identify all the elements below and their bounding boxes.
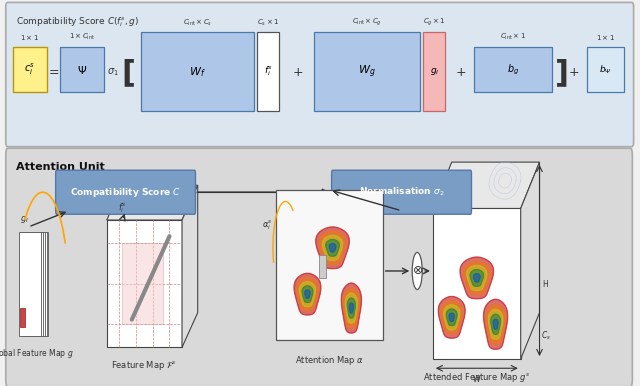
Polygon shape	[107, 220, 182, 347]
FancyBboxPatch shape	[141, 32, 254, 111]
Polygon shape	[323, 235, 342, 260]
Text: $W_g$: $W_g$	[358, 64, 376, 80]
Polygon shape	[348, 298, 355, 318]
Polygon shape	[319, 231, 346, 264]
Polygon shape	[433, 162, 540, 208]
Bar	[276, 190, 383, 340]
FancyBboxPatch shape	[314, 32, 420, 111]
Polygon shape	[329, 244, 336, 252]
FancyBboxPatch shape	[424, 32, 445, 111]
FancyBboxPatch shape	[257, 32, 279, 111]
Text: $\otimes$: $\otimes$	[412, 264, 423, 278]
Text: Attention Map $\alpha$: Attention Map $\alpha$	[295, 354, 364, 367]
Text: $b_\Psi$: $b_\Psi$	[599, 63, 612, 76]
Text: Attention Unit: Attention Unit	[16, 162, 104, 172]
Polygon shape	[467, 266, 487, 290]
Polygon shape	[21, 232, 43, 336]
Text: $1\times 1$: $1\times 1$	[596, 34, 615, 42]
Text: $C_\mathrm{int}\times 1$: $C_\mathrm{int}\times 1$	[500, 32, 526, 42]
FancyBboxPatch shape	[332, 170, 472, 214]
Polygon shape	[300, 282, 316, 306]
Text: $\sigma_1$: $\sigma_1$	[107, 66, 119, 78]
Polygon shape	[107, 185, 198, 220]
Polygon shape	[449, 313, 454, 322]
Text: W: W	[473, 375, 481, 384]
Polygon shape	[486, 304, 505, 344]
FancyBboxPatch shape	[13, 47, 47, 92]
Polygon shape	[19, 232, 41, 336]
Text: H: H	[543, 280, 548, 290]
Text: $C_s$: $C_s$	[541, 330, 552, 342]
Bar	[319, 255, 326, 278]
Text: $g_I$: $g_I$	[429, 66, 439, 77]
Text: $b_g$: $b_g$	[507, 63, 519, 77]
Polygon shape	[302, 286, 313, 303]
Polygon shape	[297, 278, 318, 311]
Polygon shape	[446, 309, 457, 326]
FancyBboxPatch shape	[474, 47, 552, 92]
Text: $C_\mathrm{int}\times C_s$: $C_\mathrm{int}\times C_s$	[183, 18, 212, 28]
Polygon shape	[24, 232, 47, 336]
Text: $1\times 1$: $1\times 1$	[20, 34, 39, 42]
Text: $C_g\times 1$: $C_g\times 1$	[423, 17, 445, 28]
Polygon shape	[491, 314, 500, 334]
Polygon shape	[474, 274, 480, 282]
Polygon shape	[493, 319, 498, 329]
Text: Compatibility Score $C$: Compatibility Score $C$	[70, 186, 181, 199]
Polygon shape	[438, 296, 465, 338]
Polygon shape	[316, 227, 349, 269]
Text: [: [	[122, 58, 136, 87]
Text: $W_f$: $W_f$	[189, 65, 206, 79]
Polygon shape	[26, 232, 49, 336]
Polygon shape	[349, 303, 353, 313]
Polygon shape	[22, 232, 45, 336]
FancyBboxPatch shape	[586, 47, 624, 92]
Text: $\Psi$: $\Psi$	[77, 64, 87, 76]
Text: Feature Map $\mathcal{F}^s$: Feature Map $\mathcal{F}^s$	[111, 359, 177, 372]
FancyBboxPatch shape	[6, 148, 632, 386]
Polygon shape	[521, 162, 540, 359]
Polygon shape	[182, 185, 198, 347]
Text: $f_i^s$: $f_i^s$	[118, 202, 127, 215]
Polygon shape	[488, 309, 503, 339]
Polygon shape	[463, 261, 490, 295]
Text: $g_I$: $g_I$	[19, 214, 28, 225]
Text: +: +	[569, 66, 579, 79]
Polygon shape	[346, 293, 357, 323]
Polygon shape	[433, 208, 521, 359]
Polygon shape	[460, 257, 493, 299]
FancyBboxPatch shape	[56, 170, 195, 214]
Text: Global Feature Map $g$: Global Feature Map $g$	[0, 347, 74, 361]
Text: $c_i^s$: $c_i^s$	[24, 62, 36, 77]
FancyBboxPatch shape	[60, 47, 104, 92]
Text: $f_i^s$: $f_i^s$	[264, 65, 273, 78]
Polygon shape	[305, 290, 310, 298]
Text: =: =	[48, 66, 59, 79]
Text: Normalisation $\sigma_2$: Normalisation $\sigma_2$	[359, 186, 444, 198]
Polygon shape	[441, 301, 463, 334]
Text: $1\times C_\mathrm{int}$: $1\times C_\mathrm{int}$	[68, 32, 95, 42]
Text: $C_\mathrm{int}\times C_g$: $C_\mathrm{int}\times C_g$	[352, 17, 382, 28]
Polygon shape	[484, 299, 508, 349]
Polygon shape	[294, 273, 321, 315]
Polygon shape	[326, 239, 339, 256]
Text: +: +	[292, 66, 303, 79]
Polygon shape	[470, 269, 483, 286]
Bar	[20, 308, 25, 327]
Polygon shape	[122, 243, 163, 324]
Text: Attended Feature Map $g^s$: Attended Feature Map $g^s$	[423, 371, 531, 384]
Text: ]: ]	[554, 58, 568, 87]
Text: $\alpha_i^s$: $\alpha_i^s$	[262, 218, 273, 232]
FancyBboxPatch shape	[6, 2, 634, 147]
Polygon shape	[343, 288, 360, 328]
Polygon shape	[444, 305, 460, 330]
Polygon shape	[341, 283, 362, 333]
Circle shape	[412, 252, 422, 290]
Text: +: +	[456, 66, 467, 79]
Text: $C_s\times 1$: $C_s\times 1$	[257, 18, 279, 28]
Text: Compatibility Score $C(f_i^s, g)$: Compatibility Score $C(f_i^s, g)$	[16, 15, 139, 29]
